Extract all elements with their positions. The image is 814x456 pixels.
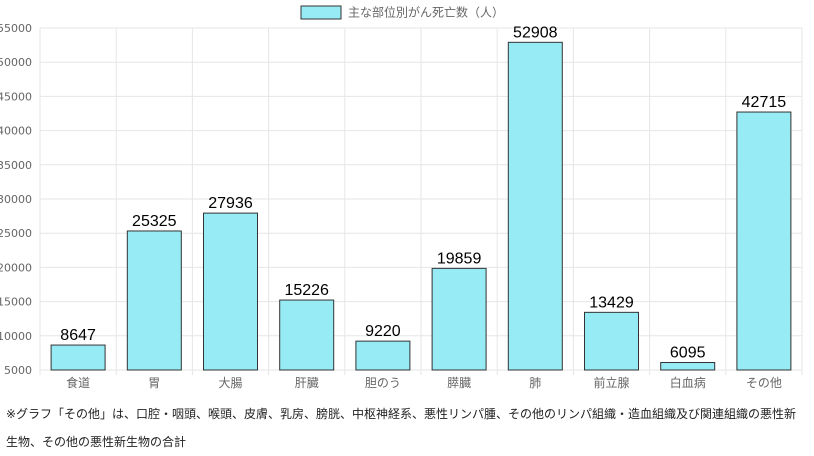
data-label: 52908 — [513, 24, 558, 41]
data-labels: 8647 25325 27936 15226 9220 19859 52908 13429 60… — [60, 24, 786, 361]
y-tick-label: 15000 — [0, 296, 32, 309]
x-category-label: 胆のう — [365, 376, 401, 390]
y-tick-label: 55000 — [0, 22, 32, 35]
data-label: 6095 — [670, 345, 706, 362]
bar[interactable] — [50, 344, 106, 371]
data-label: 8647 — [60, 327, 96, 344]
y-tick-label: 50000 — [0, 56, 32, 69]
x-category-label: 食道 — [66, 375, 90, 390]
x-category-label: 前立腺 — [593, 375, 629, 390]
y-tick-label: 20000 — [0, 261, 32, 274]
bar[interactable] — [126, 230, 182, 371]
x-category-label: 胃 — [148, 376, 160, 390]
data-label: 42715 — [742, 94, 787, 111]
data-label: 19859 — [437, 250, 482, 267]
y-tick-label: 30000 — [0, 193, 32, 206]
bar[interactable] — [584, 311, 639, 371]
y-axis-ticks: 5000 10000 15000 20000 25000 30000 35000 40000 4… — [0, 22, 32, 377]
chart-canvas: 5000 10000 15000 20000 25000 30000 35000 40000 4… — [0, 5, 803, 390]
x-axis-categories: 食道 胃 大腸 肝臓 胆のう 膵臓 肺 前立腺 白血病 その他 — [66, 375, 782, 390]
y-tick-label: 35000 — [0, 159, 32, 172]
bar[interactable] — [431, 267, 487, 371]
x-category-label: その他 — [746, 376, 782, 390]
x-category-label: 白血病 — [670, 375, 706, 390]
y-tick-label: 25000 — [0, 227, 32, 240]
bar[interactable] — [279, 299, 335, 371]
y-tick-label: 5000 — [4, 364, 32, 377]
grid-lines — [39, 27, 803, 375]
legend[interactable]: 主な部位別がん死亡数（人） — [300, 5, 504, 20]
y-tick-label: 40000 — [0, 125, 32, 138]
legend-label: 主な部位別がん死亡数（人） — [348, 5, 504, 20]
bars — [50, 41, 792, 371]
data-label: 15226 — [284, 282, 329, 299]
bar[interactable] — [507, 41, 563, 371]
data-label: 25325 — [132, 213, 177, 230]
bar[interactable] — [203, 212, 258, 371]
bar[interactable] — [355, 340, 411, 371]
data-label: 27936 — [208, 195, 253, 212]
legend-swatch — [300, 5, 342, 20]
data-label: 13429 — [589, 294, 634, 311]
x-category-label: 肝臓 — [295, 376, 319, 390]
data-label: 9220 — [365, 323, 401, 340]
x-category-label: 膵臓 — [447, 376, 471, 390]
x-category-label: 肺 — [529, 376, 541, 390]
x-category-label: 大腸 — [218, 376, 242, 390]
footnote-text: ※グラフ「その他」は、口腔・咽頭、喉頭、皮膚、乳房、膀胱、中枢神経系、悪性リンパ… — [6, 407, 797, 449]
bar[interactable] — [660, 362, 716, 371]
bar-chart: 5000 10000 15000 20000 25000 30000 35000 40000 4… — [0, 5, 803, 390]
bar[interactable] — [736, 111, 792, 371]
y-tick-label: 45000 — [0, 90, 32, 103]
y-tick-label: 10000 — [0, 330, 32, 343]
